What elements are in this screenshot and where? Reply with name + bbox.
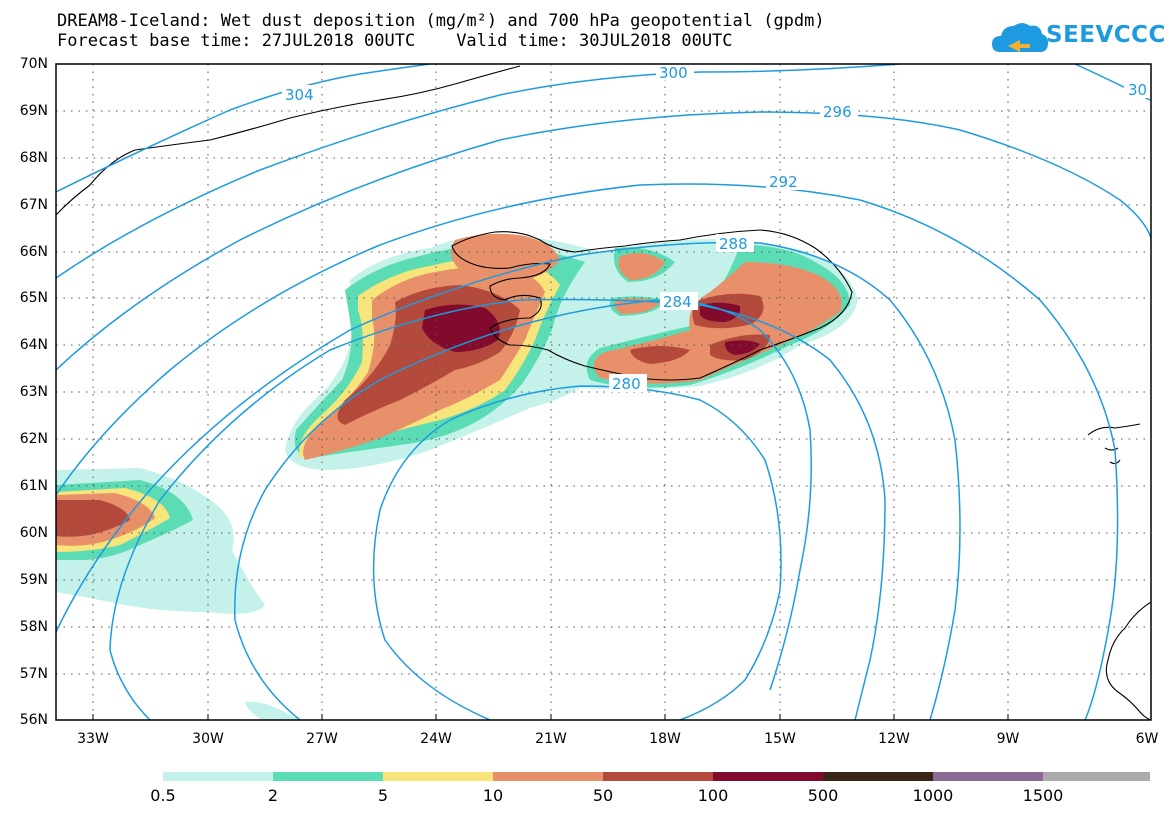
colorbar-swatch <box>823 772 933 781</box>
lat-label: 70N <box>19 56 48 72</box>
colorbar-label: 100 <box>697 786 729 805</box>
colorbar-swatch <box>933 772 1043 781</box>
contour-292 <box>56 183 1119 720</box>
axis-ticks <box>92 714 1009 720</box>
colorbar-swatch <box>603 772 713 781</box>
lon-label: 6W <box>1135 731 1159 747</box>
colorbar-label: 1000 <box>912 786 954 805</box>
lon-label: 15W <box>764 731 796 747</box>
colorbar-label: 5 <box>377 786 389 805</box>
contour-296 <box>56 111 1151 371</box>
lon-label: 27W <box>306 731 338 747</box>
colorbar-swatch <box>493 772 603 781</box>
lon-label: 24W <box>420 731 452 747</box>
iceland-coast <box>451 229 853 381</box>
geopotential-contours <box>56 64 1151 720</box>
contour-label: 304 <box>285 86 314 104</box>
dust-deposition-field <box>56 233 858 720</box>
map-frame <box>55 63 1152 721</box>
lat-label: 64N <box>19 337 48 353</box>
colorbar-label: 1500 <box>1022 786 1064 805</box>
colorbar-label: 0.5 <box>150 786 176 805</box>
logo-text: SEEVCCC <box>1046 22 1166 48</box>
contour-label: 292 <box>769 173 798 191</box>
forecast-times: Forecast base time: 27JUL2018 00UTC Vali… <box>57 31 733 51</box>
lat-label: 62N <box>19 431 48 447</box>
contour-288 <box>56 241 961 720</box>
lat-label: 58N <box>19 619 48 635</box>
contour-label: 284 <box>663 293 692 311</box>
map-title: DREAM8-Iceland: Wet dust deposition (mg/… <box>57 11 825 31</box>
base-time-label: Forecast base time: 27JUL2018 00UTC <box>57 31 416 51</box>
lat-label: 57N <box>19 666 48 682</box>
lon-label: 9W <box>996 731 1020 747</box>
colorbar-swatch <box>273 772 383 781</box>
lat-label: 65N <box>19 290 48 306</box>
lon-label: 33W <box>77 731 109 747</box>
colorbar-label: 10 <box>482 786 504 805</box>
contour-label: 30 <box>1128 81 1147 99</box>
contour-284-inner <box>234 299 812 720</box>
lat-label: 60N <box>19 525 48 541</box>
scotland-coast <box>1105 601 1151 720</box>
contour-label: 300 <box>659 64 688 82</box>
lon-label: 12W <box>878 731 910 747</box>
lat-label: 59N <box>19 572 48 588</box>
contour-label: 280 <box>612 375 641 393</box>
contour-300 <box>56 64 1151 279</box>
lat-label: 66N <box>19 244 48 260</box>
colorbar-swatch <box>713 772 823 781</box>
contour-284-outer <box>109 298 886 720</box>
contour-label: 288 <box>719 235 748 253</box>
lat-label: 69N <box>19 103 48 119</box>
greenland-coast <box>56 65 521 216</box>
colorbar-swatch <box>1043 772 1150 781</box>
valid-time-label: Valid time: 30JUL2018 00UTC <box>456 31 733 51</box>
graticule <box>56 64 1151 720</box>
contour-label: 296 <box>823 103 852 121</box>
lon-label: 21W <box>535 731 567 747</box>
lat-label: 61N <box>19 478 48 494</box>
colorbar-swatch <box>163 772 273 781</box>
colorbar-label: 500 <box>807 786 839 805</box>
colorbar-swatch <box>383 772 493 781</box>
colorbar <box>163 772 1150 781</box>
contour-304 <box>56 64 431 193</box>
lat-label: 56N <box>19 712 48 728</box>
colorbar-label: 50 <box>592 786 614 805</box>
lat-label: 67N <box>19 197 48 213</box>
colorbar-label: 2 <box>267 786 279 805</box>
lat-label: 63N <box>19 384 48 400</box>
contour-labels: 304 300 30 296 292 288 284 280 <box>282 64 1150 393</box>
coastlines <box>56 65 1151 720</box>
lon-label: 30W <box>192 731 224 747</box>
lat-label: 68N <box>19 150 48 166</box>
cloud-logo-icon <box>992 23 1048 52</box>
lon-label: 18W <box>649 731 681 747</box>
